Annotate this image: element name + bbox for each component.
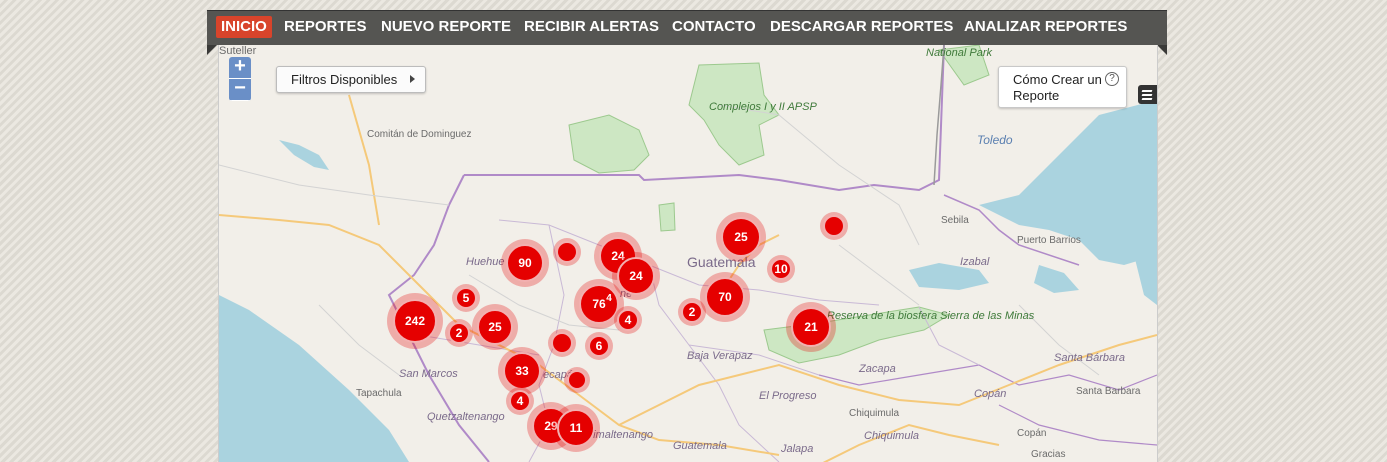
zoom-out-button[interactable]: − [229, 78, 251, 101]
nav-contacto[interactable]: CONTACTO [672, 18, 756, 35]
map-label-national-park: National Park [926, 47, 993, 59]
report-cluster[interactable]: 242 [387, 293, 443, 349]
map-label-gracias: Gracias [1031, 449, 1066, 460]
zoom-control: + − [229, 57, 251, 101]
map-label-mex-top: Suteller [219, 45, 257, 57]
report-cluster[interactable]: 70 [700, 272, 750, 322]
map-label-el-progreso: El Progreso [759, 390, 817, 402]
map-label-chiquimula-region: Chiquimula [864, 430, 920, 442]
report-cluster[interactable]: 6 [585, 332, 613, 360]
available-filters-button[interactable]: Filtros Disponibles [276, 66, 426, 93]
map-label-santa-barbara-region: Santa Bárbara [1054, 352, 1125, 364]
report-cluster[interactable] [548, 329, 576, 357]
nav-corner-left [207, 45, 217, 55]
report-cluster[interactable]: 2 [445, 319, 473, 347]
map-label-huehue: Huehue [466, 256, 505, 268]
map-label-guatemala-country: Guatemala [687, 254, 756, 270]
map-label-chimaltenango: himaltenango [587, 429, 654, 441]
map-label-complejos: Complejos I y II APSP [709, 101, 817, 113]
nav-nuevo-reporte[interactable]: NUEVO REPORTE [381, 18, 512, 35]
map-view[interactable]: Suteller National Park Complejos I y II … [218, 45, 1158, 462]
map-label-puerto-barrios: Puerto Barrios [1017, 235, 1081, 246]
report-cluster[interactable] [564, 367, 590, 393]
report-cluster[interactable]: 25 [472, 304, 518, 350]
nav-analizar-reportes[interactable]: ANALIZAR REPORTES [964, 18, 1128, 35]
map-label-chiquimula-city: Chiquimula [849, 408, 900, 419]
map-label-copan-city: Copán [1017, 428, 1047, 439]
report-cluster[interactable]: 4 [606, 292, 612, 304]
nav-recibir-alertas[interactable]: RECIBIR ALERTAS [524, 18, 659, 35]
report-cluster[interactable]: 25 [716, 212, 766, 262]
map-label-jalapa: Jalapa [781, 443, 814, 455]
map-label-tapachula: Tapachula [356, 388, 402, 399]
map-label-toledo: Toledo [977, 133, 1013, 147]
nav-reportes[interactable]: REPORTES [284, 18, 367, 35]
nav-inicio[interactable]: INICIO [216, 16, 272, 38]
triangle-right-icon [410, 75, 415, 83]
map-label-sebila: Sebila [941, 215, 969, 226]
main-nav: INICIO REPORTES NUEVO REPORTE RECIBIR AL… [207, 10, 1167, 45]
report-cluster[interactable] [553, 238, 581, 266]
map-label-guatemala-dept: Guatemala [673, 440, 727, 452]
report-cluster[interactable]: 4 [506, 387, 534, 415]
report-cluster[interactable]: 2 [678, 298, 706, 326]
map-label-zacapa: Zacapa [859, 363, 896, 375]
report-cluster[interactable]: 10 [767, 255, 795, 283]
available-filters-label: Filtros Disponibles [291, 72, 398, 87]
report-cluster[interactable]: 76 [574, 279, 624, 329]
nav-descargar-reportes[interactable]: DESCARGAR REPORTES [770, 18, 954, 35]
report-cluster[interactable]: 33 [498, 347, 546, 395]
map-label-quetzaltenango: Quetzaltenango [427, 411, 505, 423]
report-cluster[interactable]: 21 [786, 302, 836, 352]
map-label-santa-barbara-city: Santa Barbara [1076, 386, 1141, 397]
map-base-layer [219, 45, 1157, 462]
layers-icon[interactable] [1138, 85, 1157, 104]
report-cluster[interactable]: 5 [452, 284, 480, 312]
map-label-san-marcos: San Marcos [399, 368, 458, 380]
report-cluster[interactable]: 24 [612, 252, 660, 300]
report-cluster[interactable]: 90 [501, 239, 549, 287]
nav-corner-right [1157, 45, 1167, 55]
page: INICIO REPORTES NUEVO REPORTE RECIBIR AL… [207, 10, 1167, 462]
question-circle-icon: ? [1105, 72, 1119, 86]
zoom-in-button[interactable]: + [229, 57, 251, 79]
report-cluster[interactable]: 4 [614, 306, 642, 334]
map-label-copan-region: Copán [974, 388, 1007, 400]
how-to-create-report-label: Cómo Crear un Reporte [1013, 72, 1102, 103]
map-label-comitan: Comitán de Dominguez [367, 129, 472, 140]
report-cluster[interactable] [820, 212, 848, 240]
report-cluster[interactable]: 11 [552, 404, 600, 452]
how-to-create-report-button[interactable]: Cómo Crear un Reporte ? [998, 66, 1127, 108]
map-label-baja-verapaz: Baja Verapaz [687, 350, 753, 362]
map-label-izabal: Izabal [960, 256, 990, 268]
map-label-reserva: Reserva de la biosfera Sierra de las Min… [827, 310, 1035, 322]
